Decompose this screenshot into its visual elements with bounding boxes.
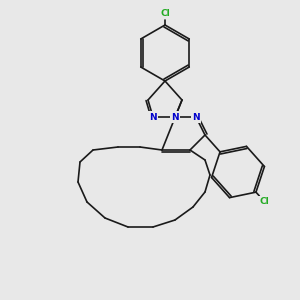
Text: N: N <box>149 112 157 122</box>
Text: Cl: Cl <box>160 8 170 17</box>
Text: N: N <box>192 112 200 122</box>
Text: Cl: Cl <box>259 196 269 206</box>
Text: N: N <box>171 112 179 122</box>
